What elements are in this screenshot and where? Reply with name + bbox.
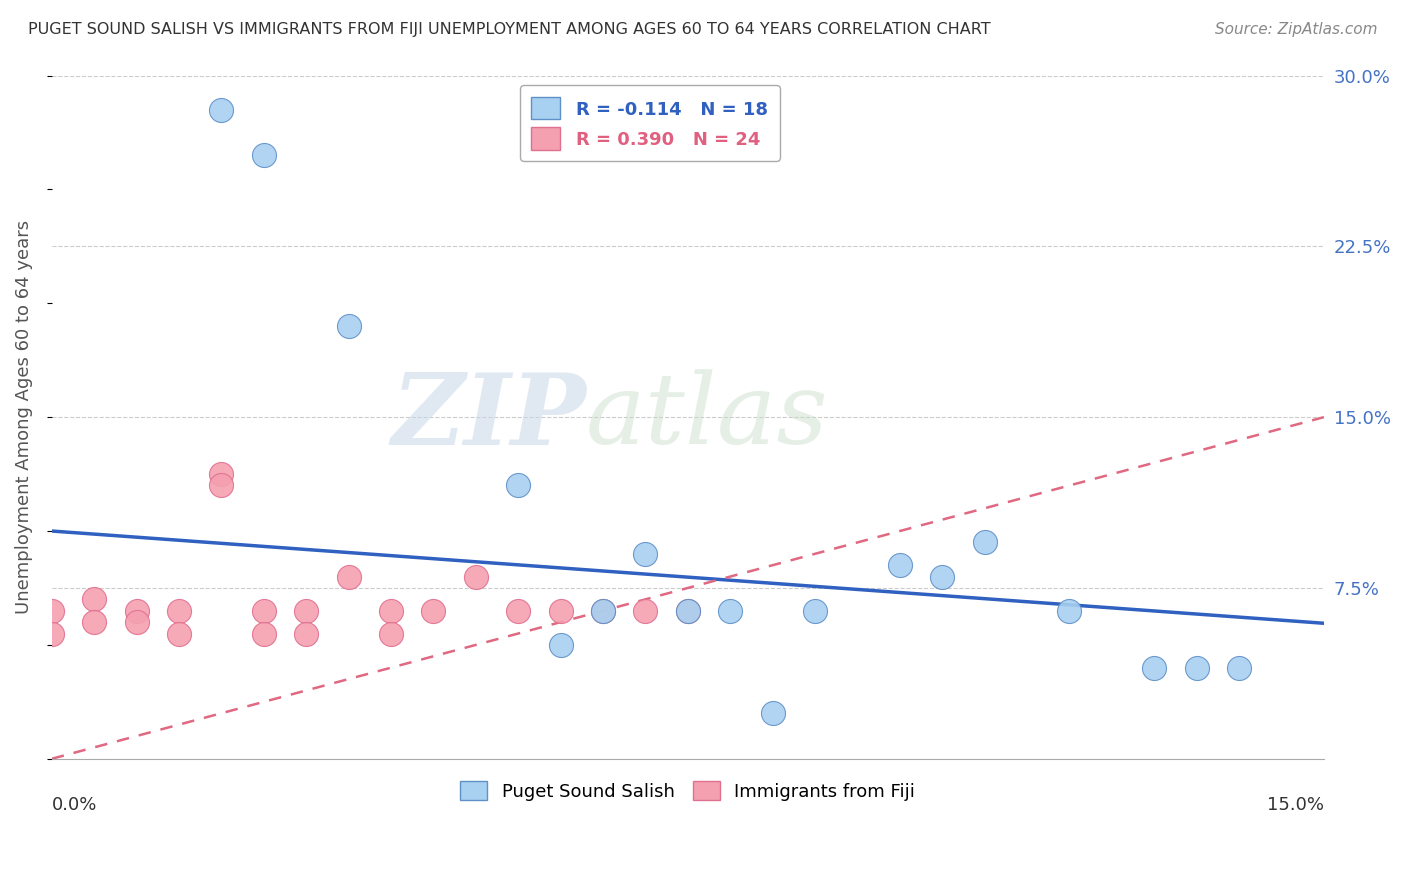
Point [634, 604, 657, 618]
Point [508, 604, 530, 618]
Text: 0.0%: 0.0% [52, 797, 97, 814]
Point [592, 604, 614, 618]
Point [1227, 661, 1250, 675]
Point [718, 604, 741, 618]
Point [83, 615, 105, 629]
Point [209, 467, 232, 481]
Point [676, 604, 699, 618]
Point [295, 604, 318, 618]
Point [253, 604, 276, 618]
Text: 15.0%: 15.0% [1267, 797, 1324, 814]
Point [83, 592, 105, 607]
Point [125, 604, 148, 618]
Point [889, 558, 911, 573]
Point [973, 535, 995, 549]
Text: Source: ZipAtlas.com: Source: ZipAtlas.com [1215, 22, 1378, 37]
Point [592, 604, 614, 618]
Text: PUGET SOUND SALISH VS IMMIGRANTS FROM FIJI UNEMPLOYMENT AMONG AGES 60 TO 64 YEAR: PUGET SOUND SALISH VS IMMIGRANTS FROM FI… [28, 22, 991, 37]
Point [1185, 661, 1208, 675]
Y-axis label: Unemployment Among Ages 60 to 64 years: Unemployment Among Ages 60 to 64 years [15, 220, 32, 615]
Point [550, 638, 572, 652]
Point [1143, 661, 1166, 675]
Point [41, 626, 63, 640]
Point [295, 626, 318, 640]
Point [209, 478, 232, 492]
Point [931, 569, 953, 583]
Point [253, 148, 276, 162]
Point [167, 604, 190, 618]
Point [380, 604, 402, 618]
Point [464, 569, 486, 583]
Point [676, 604, 699, 618]
Point [634, 547, 657, 561]
Point [337, 319, 360, 334]
Point [125, 615, 148, 629]
Point [209, 103, 232, 117]
Point [380, 626, 402, 640]
Point [550, 604, 572, 618]
Point [1059, 604, 1081, 618]
Point [253, 626, 276, 640]
Point [337, 569, 360, 583]
Point [422, 604, 444, 618]
Point [508, 478, 530, 492]
Point [167, 626, 190, 640]
Point [41, 604, 63, 618]
Text: atlas: atlas [586, 369, 828, 465]
Point [804, 604, 827, 618]
Point [762, 706, 785, 721]
Legend: R = -0.114   N = 18, R = 0.390   N = 24: R = -0.114 N = 18, R = 0.390 N = 24 [520, 86, 780, 161]
Text: ZIP: ZIP [391, 369, 586, 466]
